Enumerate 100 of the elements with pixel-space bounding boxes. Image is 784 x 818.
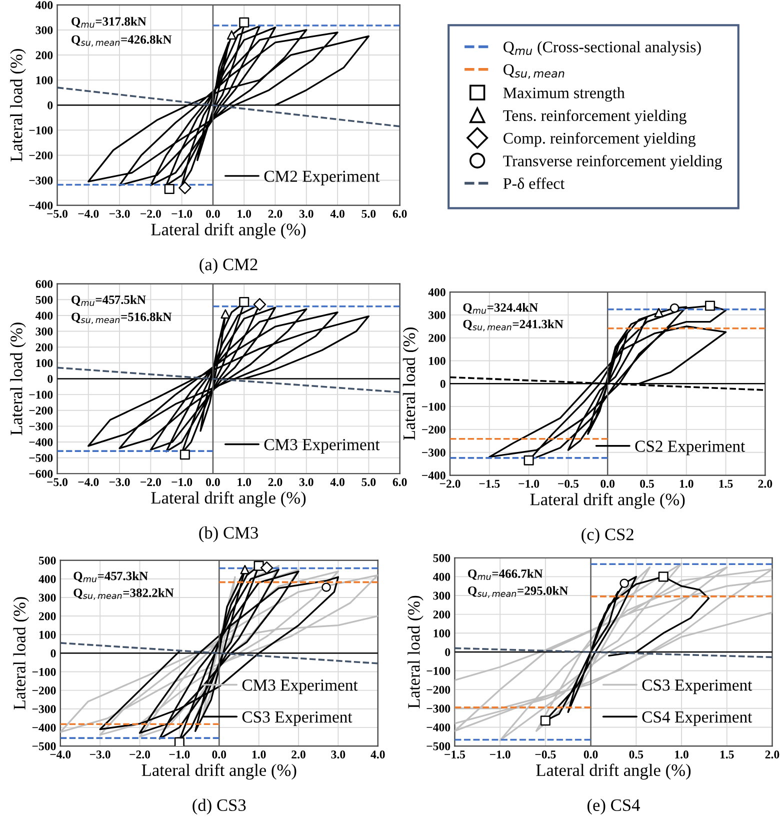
y-tick-label: −600 <box>29 470 53 478</box>
y-tick-label: −100 <box>29 390 53 399</box>
legend-label: Maximum strength <box>503 87 625 102</box>
annotation: Q$_{mu}$=466.7kN <box>468 569 543 580</box>
y-tick-label: 100 <box>434 629 450 638</box>
x-tick-label: 2.0 <box>292 750 306 759</box>
y-tick-label: 100 <box>36 359 53 368</box>
legend-label: Q$_{mu}$ (Cross-sectional analysis) <box>504 41 701 56</box>
y-tick-label: 100 <box>36 76 53 84</box>
y-tick-label: 500 <box>36 296 53 304</box>
y-tick-label: −400 <box>32 724 56 732</box>
x-tick-label: 3.0 <box>299 478 314 486</box>
y-tick-label: 300 <box>38 594 56 602</box>
x-tick-label: 2.0 <box>268 478 282 486</box>
text: (d) CS3 <box>192 798 246 815</box>
y-tick-label: −400 <box>422 472 446 480</box>
y-axis-title: Lateral load (%) <box>402 328 419 440</box>
x-tick-label: 1.0 <box>238 478 252 486</box>
x-tick-label: 0.0 <box>600 480 615 488</box>
x-tick-label: 6.0 <box>392 478 407 486</box>
x-tick-label: 2.0 <box>268 210 282 218</box>
y-tick-label: 300 <box>433 592 450 600</box>
x-tick-label: 0.0 <box>206 210 220 218</box>
legend-label: Q$_{su,mean}$ <box>504 64 564 79</box>
x-tick-label: 6.0 <box>392 210 407 218</box>
annotation: Q$_{su,mean}$=516.8kN <box>72 312 172 324</box>
y-axis-title: Lateral load (%) <box>408 596 424 708</box>
x-tick-label: −1.0 <box>172 478 192 486</box>
y-tick-label: −300 <box>426 704 450 713</box>
x-tick-label: −4.0 <box>78 478 99 486</box>
y-tick-label: 100 <box>39 630 56 639</box>
legend-label: Transverse reinforcement yielding <box>503 154 722 170</box>
x-tick-label: −5.0 <box>47 210 68 218</box>
y-tick-label: 600 <box>36 280 53 288</box>
x-tick-label: 3.0 <box>299 210 314 218</box>
y-tick-label: 300 <box>36 26 53 34</box>
x-tick-label: 1.0 <box>680 480 694 488</box>
x-axis-title: Lateral drift angle (%) <box>151 491 306 508</box>
y-tick-label: 0 <box>48 374 53 383</box>
x-tick-label: 1.0 <box>252 750 266 759</box>
x-tick-label: 4.0 <box>330 210 344 218</box>
x-tick-label: −1.0 <box>490 750 510 759</box>
legend-label: CM3 Experiment <box>264 439 380 454</box>
y-tick-label: −200 <box>32 686 56 695</box>
x-tick-label: −0.5 <box>558 480 579 488</box>
x-tick-label: −1.5 <box>444 750 466 759</box>
legend-label: CS3 Experiment <box>642 680 752 694</box>
annotation: Q$_{su,mean}$=295.0kN <box>468 586 568 598</box>
y-tick-label: 0 <box>445 648 450 656</box>
y-tick-label: −300 <box>32 705 56 714</box>
y-tick-label: 200 <box>428 334 446 342</box>
y-tick-label: 400 <box>38 575 56 584</box>
y-axis-title: Lateral load (%) <box>10 49 26 162</box>
y-tick-label: 0 <box>48 101 53 110</box>
y-tick-label: −100 <box>422 402 446 411</box>
y-tick-label: −400 <box>29 438 53 446</box>
x-tick-label: −1.0 <box>169 750 190 759</box>
y-tick-label: 200 <box>38 612 56 620</box>
x-tick-label: 1.0 <box>675 750 688 759</box>
y-tick-label: −200 <box>29 151 53 160</box>
x-tick-label: −3.0 <box>109 478 130 486</box>
x-tick-label: 0.0 <box>584 750 598 759</box>
y-tick-label: 400 <box>36 312 53 320</box>
x-tick-label: −4.0 <box>78 210 99 218</box>
x-tick-label: 5.0 <box>362 478 376 486</box>
text: (a) CM2 <box>200 258 258 274</box>
y-tick-label: −400 <box>29 202 53 210</box>
x-tick-label: 0.0 <box>212 750 226 759</box>
legend-label: CM3 Experiment <box>242 680 358 694</box>
x-tick-label: 0.5 <box>640 480 654 488</box>
y-tick-label: 500 <box>38 556 56 565</box>
x-tick-label: 1.5 <box>719 480 733 488</box>
y-tick-label: −200 <box>422 426 446 434</box>
legend-label: CS3 Experiment <box>242 711 352 726</box>
y-tick-label: 300 <box>36 328 53 336</box>
x-tick-label: 2.0 <box>758 480 772 488</box>
x-tick-label: −2.0 <box>140 478 161 486</box>
y-tick-label: −500 <box>32 742 56 750</box>
x-tick-label: −1.0 <box>172 210 192 218</box>
y-tick-label: 0 <box>440 380 446 388</box>
annotation: Q$_{mu}$=457.3kN <box>74 571 148 582</box>
y-tick-label: 300 <box>428 311 446 320</box>
y-axis-title: Lateral load (%) <box>10 322 26 436</box>
x-axis-title: Lateral drift angle (%) <box>530 492 685 509</box>
y-tick-label: −500 <box>29 454 53 462</box>
annotation: Q$_{su,mean}$=241.3kN <box>463 320 564 332</box>
annotation: Q$_{mu}$=457.5kN <box>72 295 146 306</box>
x-tick-label: 5.0 <box>362 210 376 218</box>
y-tick-label: −500 <box>426 742 450 750</box>
legend-label: P-δ effect <box>503 178 565 189</box>
legend-label: Tens. reinforcement yielding <box>503 110 686 124</box>
y-tick-label: −100 <box>29 126 53 134</box>
legend-label: CS4 Experiment <box>642 711 752 726</box>
y-tick-label: 100 <box>429 356 446 365</box>
y-tick-label: −300 <box>422 448 446 457</box>
y-tick-label: −200 <box>29 406 53 415</box>
text: (c) CS2 <box>582 528 634 544</box>
x-tick-label: 3.0 <box>331 750 346 759</box>
annotation: Q$_{su,mean}$=426.8kN <box>72 34 172 47</box>
y-tick-label: 400 <box>433 572 450 581</box>
